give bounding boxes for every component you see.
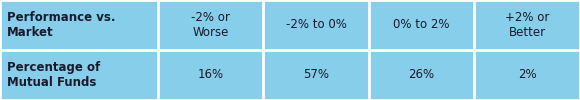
Bar: [0, 0, 158, 50]
Text: 16%: 16%: [197, 68, 224, 81]
Text: -2% to 0%: -2% to 0%: [286, 18, 346, 32]
Bar: [0, 50, 158, 100]
Bar: [369, 0, 474, 50]
Text: 26%: 26%: [408, 68, 435, 81]
Bar: [263, 50, 369, 100]
Text: 0% to 2%: 0% to 2%: [393, 18, 450, 32]
Text: 2%: 2%: [518, 68, 537, 81]
Text: -2% or
Worse: -2% or Worse: [191, 11, 230, 39]
Bar: [474, 50, 580, 100]
Text: +2% or
Better: +2% or Better: [505, 11, 549, 39]
Text: Percentage of
Mutual Funds: Percentage of Mutual Funds: [7, 61, 100, 89]
Bar: [263, 0, 369, 50]
Bar: [369, 50, 474, 100]
Bar: [158, 0, 263, 50]
Bar: [158, 50, 263, 100]
Text: 57%: 57%: [303, 68, 329, 81]
Text: Performance vs.
Market: Performance vs. Market: [7, 11, 115, 39]
Bar: [474, 0, 580, 50]
